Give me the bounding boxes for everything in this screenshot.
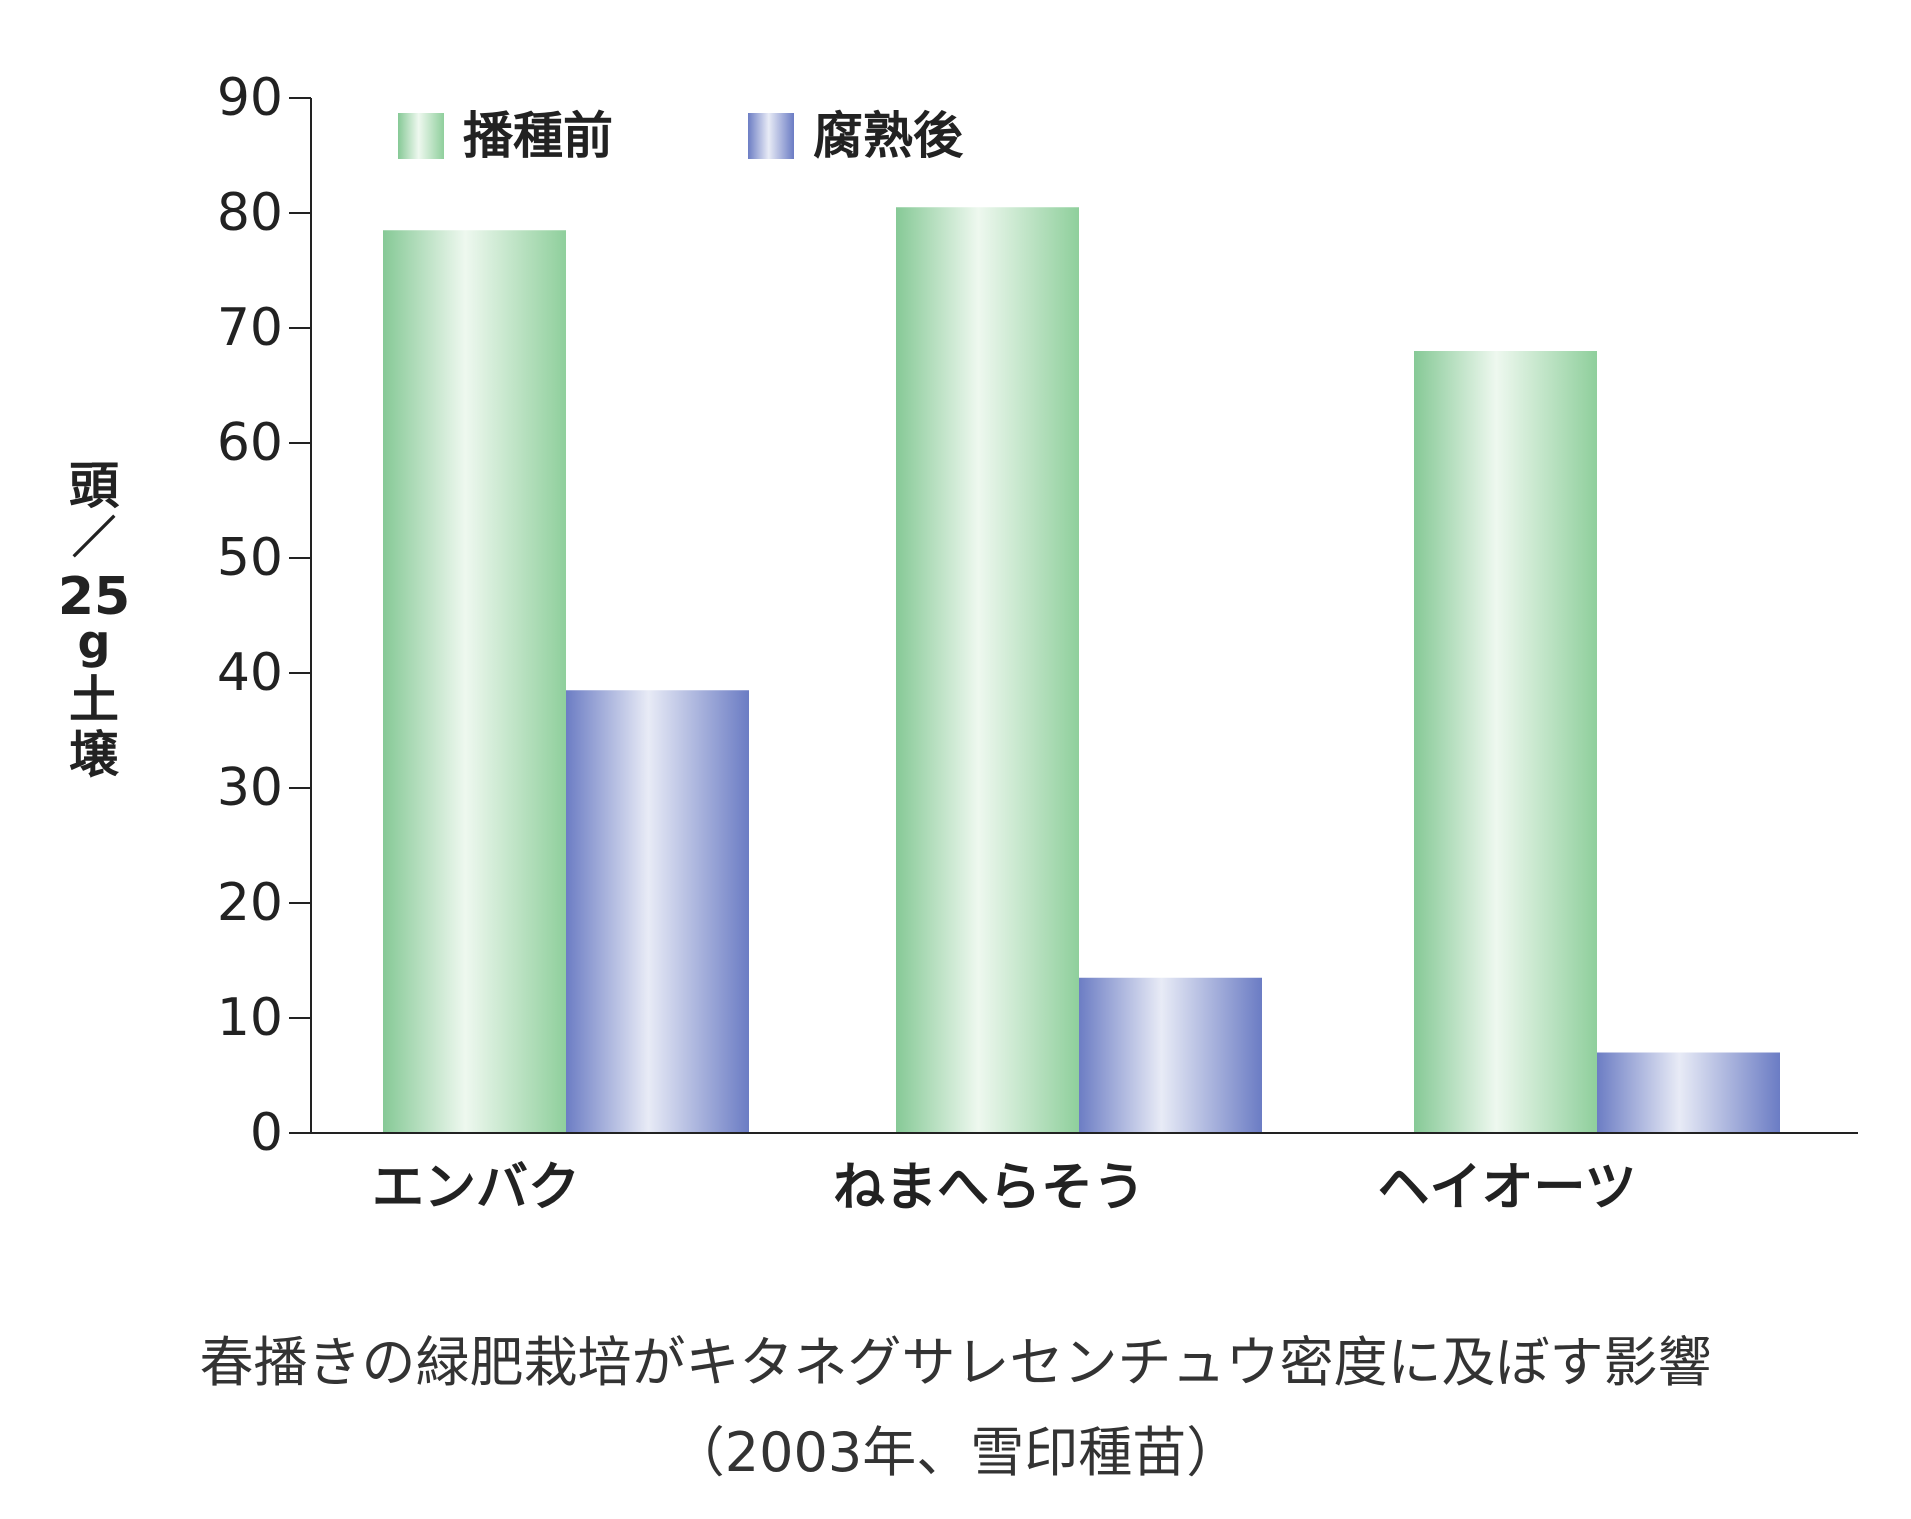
y-tick-label: 70 — [217, 298, 283, 358]
y-tick-label: 50 — [217, 528, 283, 588]
legend-label: 腐熟後 — [813, 107, 964, 165]
y-tick-label: 20 — [217, 873, 283, 933]
bar-before-sowing — [383, 230, 566, 1133]
y-axis-label-part: 土 — [69, 671, 119, 729]
y-axis-label-part: g — [78, 615, 111, 669]
legend: 播種前 腐熟後 — [398, 107, 964, 165]
bars — [383, 207, 1780, 1133]
y-tick-label: 40 — [217, 643, 283, 703]
y-axis-label-part: 頭 — [69, 457, 120, 515]
legend-label: 播種前 — [463, 107, 613, 165]
bar-chart: 0 10 20 30 40 50 60 70 80 90 エンバク ねまへらそう ヘイオーツ 播種前 腐… — [58, 68, 1858, 1218]
bar-after-decomposition — [1079, 977, 1262, 1133]
y-tick-label: 0 — [250, 1103, 283, 1163]
y-tick-label: 60 — [217, 413, 283, 473]
y-axis-label-part: ／ — [72, 513, 116, 564]
y-tick-label: 90 — [217, 68, 283, 128]
y-tick-label: 10 — [217, 988, 283, 1048]
legend-swatch — [398, 113, 444, 159]
caption-source: （2003年、雪印種苗） — [670, 1421, 1241, 1484]
y-axis-label-part: 25 — [58, 567, 130, 627]
bar-before-sowing — [1414, 351, 1597, 1133]
y-axis-ticks: 0 10 20 30 40 50 60 70 80 90 — [217, 68, 311, 1163]
x-category-label: エンバク — [372, 1158, 580, 1218]
x-axis-labels: エンバク ねまへらそう ヘイオーツ — [372, 1158, 1636, 1218]
bar-before-sowing — [896, 207, 1079, 1133]
legend-swatch — [748, 113, 794, 159]
x-category-label: ヘイオーツ — [1378, 1158, 1637, 1218]
y-axis-label-part: 壌 — [69, 726, 119, 784]
bar-after-decomposition — [1597, 1052, 1780, 1133]
y-tick-label: 30 — [217, 758, 283, 818]
bar-after-decomposition — [566, 690, 749, 1133]
caption-title: 春播きの緑肥栽培がキタネグサレセンチュウ密度に及ぼす影響 — [199, 1331, 1712, 1394]
x-category-label: ねまへらそう — [833, 1158, 1145, 1218]
y-tick-label: 80 — [217, 183, 283, 243]
